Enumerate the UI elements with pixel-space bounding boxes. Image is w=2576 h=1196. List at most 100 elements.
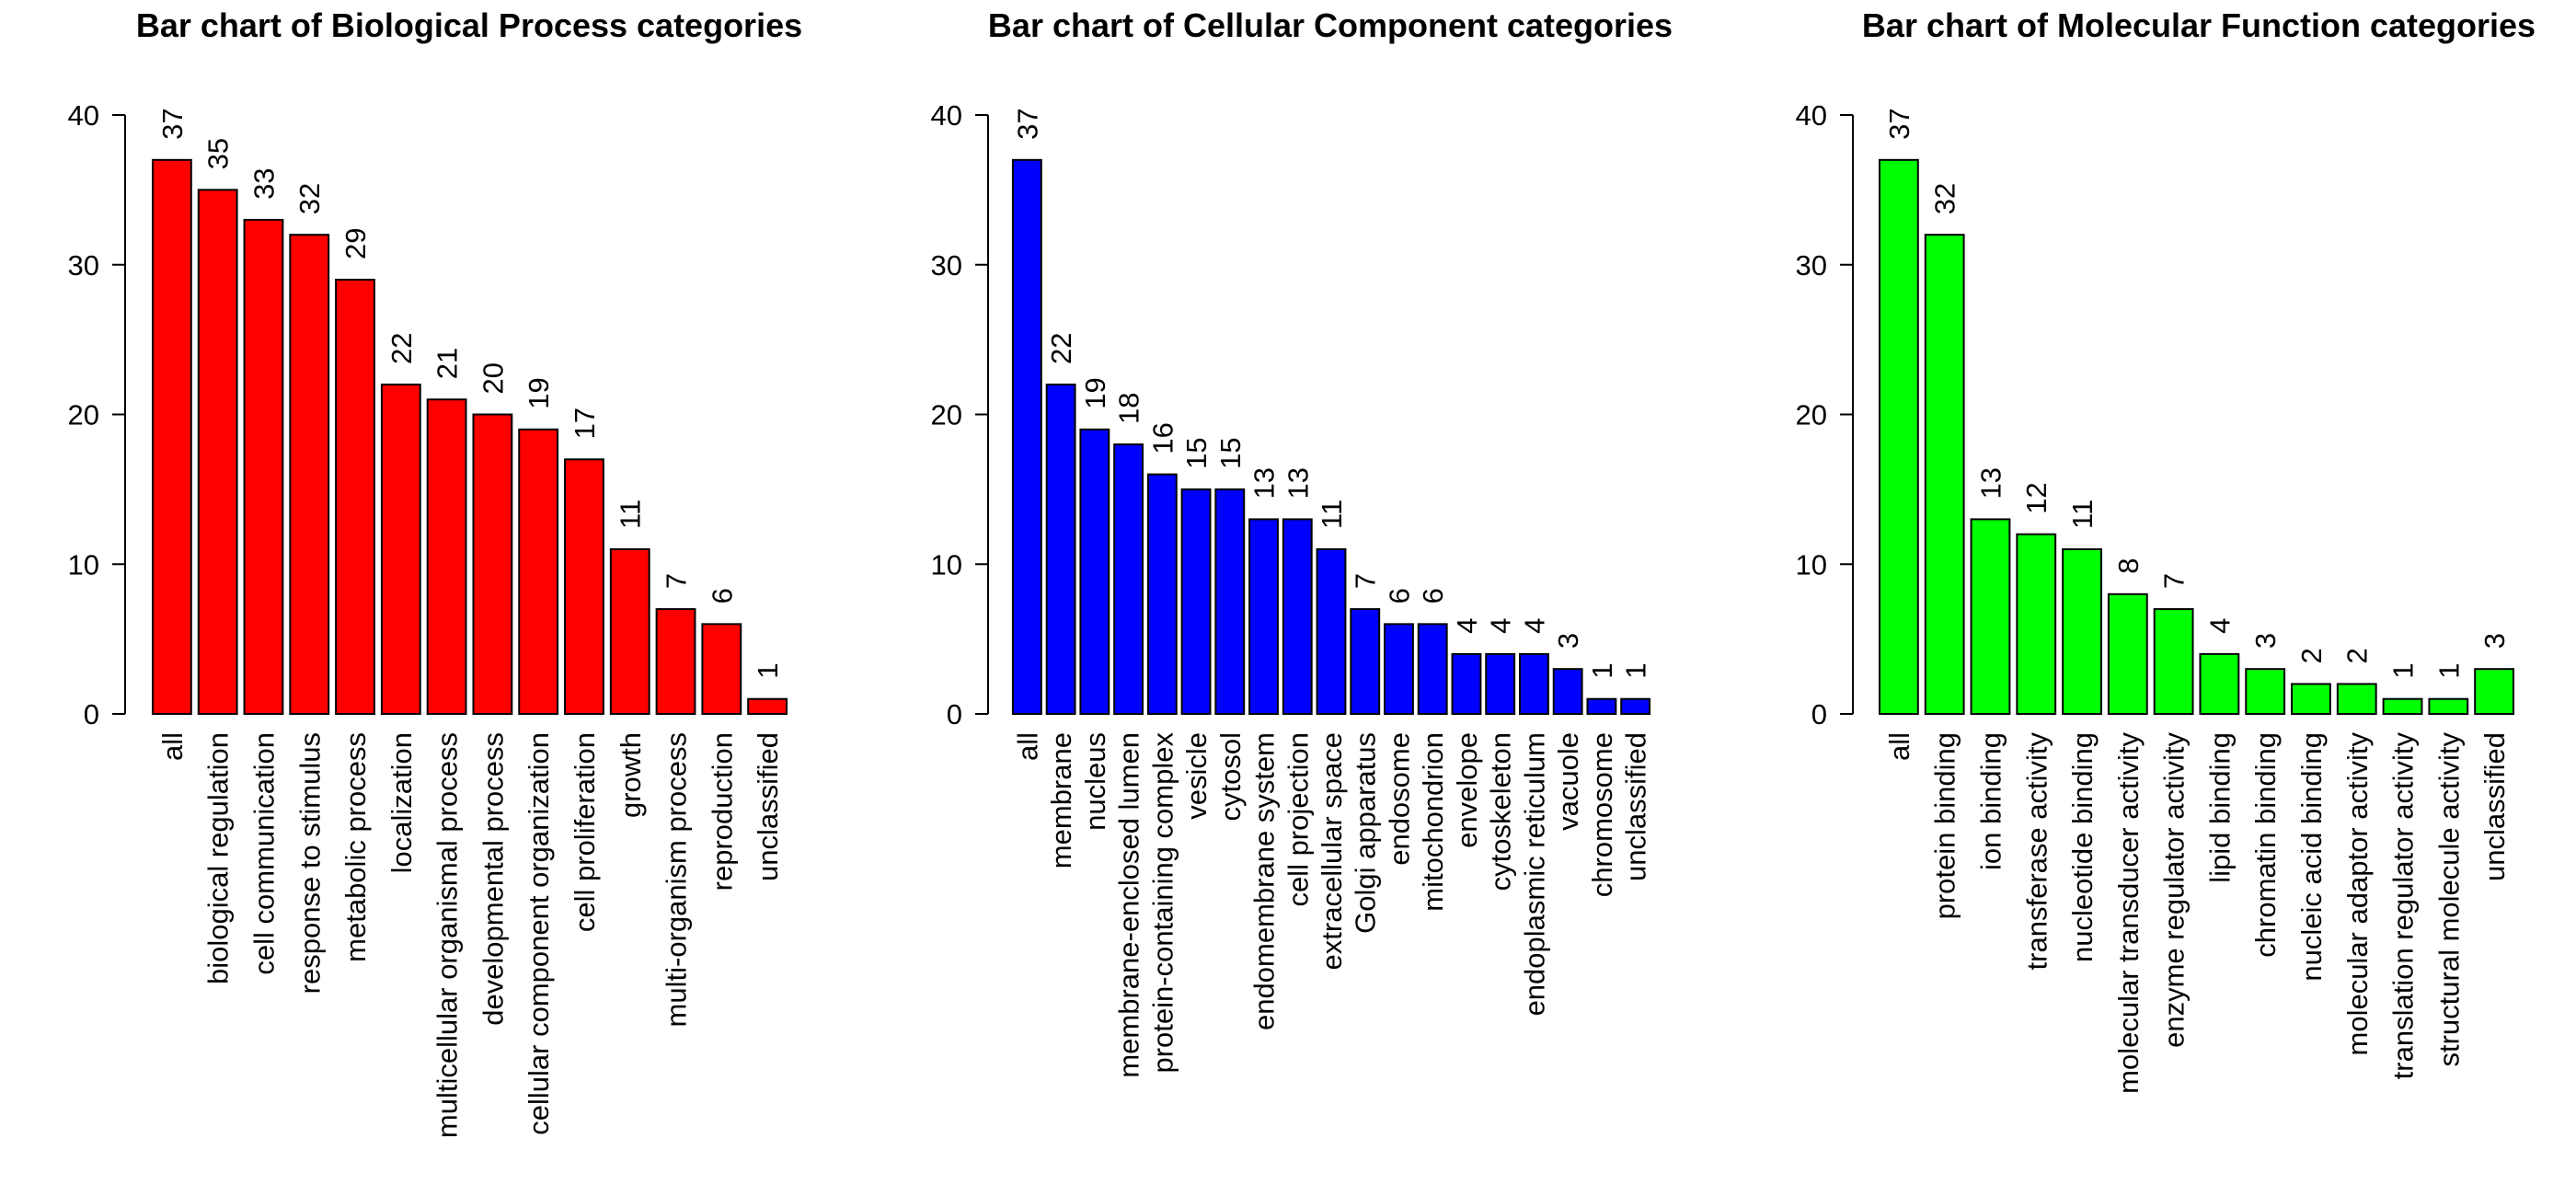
bar-value-label: 32 xyxy=(293,183,326,214)
bar xyxy=(1970,518,2011,715)
bar-value-label: 7 xyxy=(2158,573,2191,589)
bar-value-label: 11 xyxy=(1316,500,1348,529)
bar xyxy=(151,158,192,715)
bar xyxy=(1113,443,1144,715)
bar-value-label: 1 xyxy=(2432,662,2465,678)
bar-value-label: 3 xyxy=(2249,633,2282,649)
x-category-label: all xyxy=(156,732,189,761)
y-tick-label: 10 xyxy=(68,548,99,581)
bar-value-label: 1 xyxy=(2387,662,2420,678)
y-tick-label: 40 xyxy=(931,99,962,132)
bar-value-label: 4 xyxy=(1451,618,1483,634)
bar xyxy=(1316,547,1347,715)
x-category-label: endomembrane system xyxy=(1248,732,1281,1030)
x-category-label: developmental process xyxy=(477,732,509,1026)
bar xyxy=(335,279,375,715)
x-category-label: all xyxy=(1011,732,1043,761)
bar xyxy=(2428,697,2469,715)
bar-value-label: 8 xyxy=(2112,558,2145,574)
x-category-label: metabolic process xyxy=(339,732,372,962)
x-category-label: structural molecule activity xyxy=(2432,732,2465,1067)
bar xyxy=(2336,683,2377,716)
x-category-label: cellular component organization xyxy=(523,732,555,1135)
y-tick-label: 0 xyxy=(947,698,962,730)
bar-value-label: 3 xyxy=(1552,633,1584,649)
x-category-label: all xyxy=(1883,732,1915,761)
y-tick-label: 10 xyxy=(1796,548,1827,581)
x-category-label: transferase activity xyxy=(2020,732,2053,971)
bar-value-label: 3 xyxy=(2478,633,2511,649)
y-tick-label: 0 xyxy=(1811,698,1827,730)
bar xyxy=(564,458,604,715)
bar xyxy=(1384,623,1414,715)
bar-value-label: 1 xyxy=(752,662,784,678)
y-tick-label: 20 xyxy=(68,399,99,431)
x-category-label: cell proliferation xyxy=(569,732,601,932)
bar-value-label: 11 xyxy=(615,500,647,529)
x-category-label: localization xyxy=(385,732,418,873)
y-tick-label: 10 xyxy=(931,548,962,581)
bar xyxy=(1011,158,1042,715)
bar xyxy=(1180,488,1212,715)
bar-value-label: 2 xyxy=(2341,648,2374,663)
x-category-label: protein-containing complex xyxy=(1146,732,1179,1074)
bar xyxy=(289,234,330,715)
x-category-label: enzyme regulator activity xyxy=(2158,732,2191,1048)
bar xyxy=(747,697,788,715)
bar xyxy=(609,547,650,715)
bar-value-label: 13 xyxy=(1248,467,1281,499)
y-tick-label: 30 xyxy=(931,249,962,282)
y-tick-label: 20 xyxy=(931,399,962,431)
bar xyxy=(518,428,559,715)
bar xyxy=(243,218,284,716)
bar-value-label: 37 xyxy=(156,108,189,139)
x-category-label: unclassified xyxy=(2478,732,2511,881)
bar-value-label: 18 xyxy=(1113,393,1145,424)
x-category-label: growth xyxy=(615,732,647,818)
bar-value-label: 19 xyxy=(523,377,555,408)
x-category-label: multi-organism process xyxy=(661,732,693,1027)
x-category-label: chromosome xyxy=(1586,732,1618,897)
bar xyxy=(1417,623,1448,715)
bar xyxy=(1146,473,1178,715)
x-category-label: cell projection xyxy=(1282,732,1314,907)
bar xyxy=(1350,608,1381,716)
bar-value-label: 11 xyxy=(2066,500,2099,529)
x-category-label: mitochondrion xyxy=(1417,732,1449,912)
bar-value-label: 32 xyxy=(1929,183,1961,214)
bar xyxy=(2107,592,2148,715)
y-tick-label: 30 xyxy=(68,249,99,282)
x-category-label: chromatin binding xyxy=(2249,732,2282,958)
bar-value-label: 12 xyxy=(2020,482,2053,513)
bar xyxy=(1485,652,1516,716)
bar xyxy=(1518,652,1549,716)
chart-panel-3: Bar chart of Molecular Function categori… xyxy=(1796,6,2536,1094)
x-category-label: molecular adaptor activity xyxy=(2341,732,2374,1056)
bar xyxy=(1924,234,1965,715)
x-category-label: Golgi apparatus xyxy=(1350,732,1382,934)
bar-value-label: 21 xyxy=(431,348,464,379)
x-category-label: nucleic acid binding xyxy=(2295,732,2328,982)
x-category-label: reproduction xyxy=(706,732,738,891)
bar xyxy=(1214,488,1246,715)
bar-value-label: 37 xyxy=(1011,108,1043,139)
x-category-label: endoplasmic reticulum xyxy=(1518,732,1550,1016)
bar xyxy=(197,189,238,715)
chart-panel-1: Bar chart of Biological Process categori… xyxy=(68,6,803,1138)
bar-value-label: 35 xyxy=(202,138,235,169)
chart-panel-2: Bar chart of Cellular Component categori… xyxy=(931,6,1673,1078)
y-tick-label: 30 xyxy=(1796,249,1827,282)
bar xyxy=(426,398,467,715)
bar xyxy=(1878,158,1919,715)
bar-value-label: 17 xyxy=(569,408,601,439)
bar-value-label: 37 xyxy=(1883,108,1915,139)
bar-value-label: 4 xyxy=(1485,618,1517,634)
x-category-label: lipid binding xyxy=(2203,732,2236,883)
bar-value-label: 4 xyxy=(1518,618,1550,634)
x-category-label: unclassified xyxy=(1620,732,1652,881)
x-category-label: vacuole xyxy=(1552,732,1584,831)
x-category-label: multicellular organismal process xyxy=(431,732,464,1138)
y-tick-label: 0 xyxy=(84,698,99,730)
bar xyxy=(2199,652,2240,716)
